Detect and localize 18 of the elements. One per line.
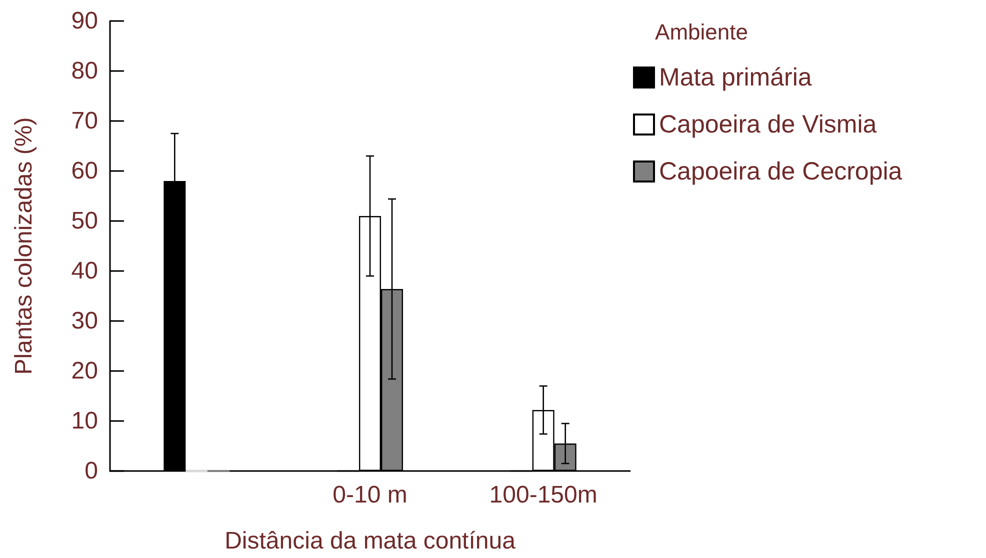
y-tick-label: 10 [71,408,98,434]
x-tick-label: 100-150m [489,482,598,508]
y-tick-label: 60 [71,158,98,184]
y-tick-label: 70 [71,108,98,134]
legend-label: Capoeira de Vismia [659,110,877,138]
y-tick-label: 80 [71,58,98,84]
y-tick-label: 90 [71,8,98,34]
x-axis-title: Distância da mata contínua [224,528,516,554]
y-axis-title: Plantas colonizadas (%) [10,117,38,375]
y-tick-label: 40 [71,258,98,284]
y-tick-label: 0 [84,458,98,484]
y-tick-label: 50 [71,208,98,234]
y-tick-label: 30 [71,308,98,334]
legend-label: Capoeira de Cecropia [659,158,902,186]
y-tick-label: 20 [71,358,98,384]
legend-title: Ambiente [655,20,748,44]
legend-label: Mata primária [659,64,812,92]
x-tick-label: 0-10 m [332,482,408,508]
